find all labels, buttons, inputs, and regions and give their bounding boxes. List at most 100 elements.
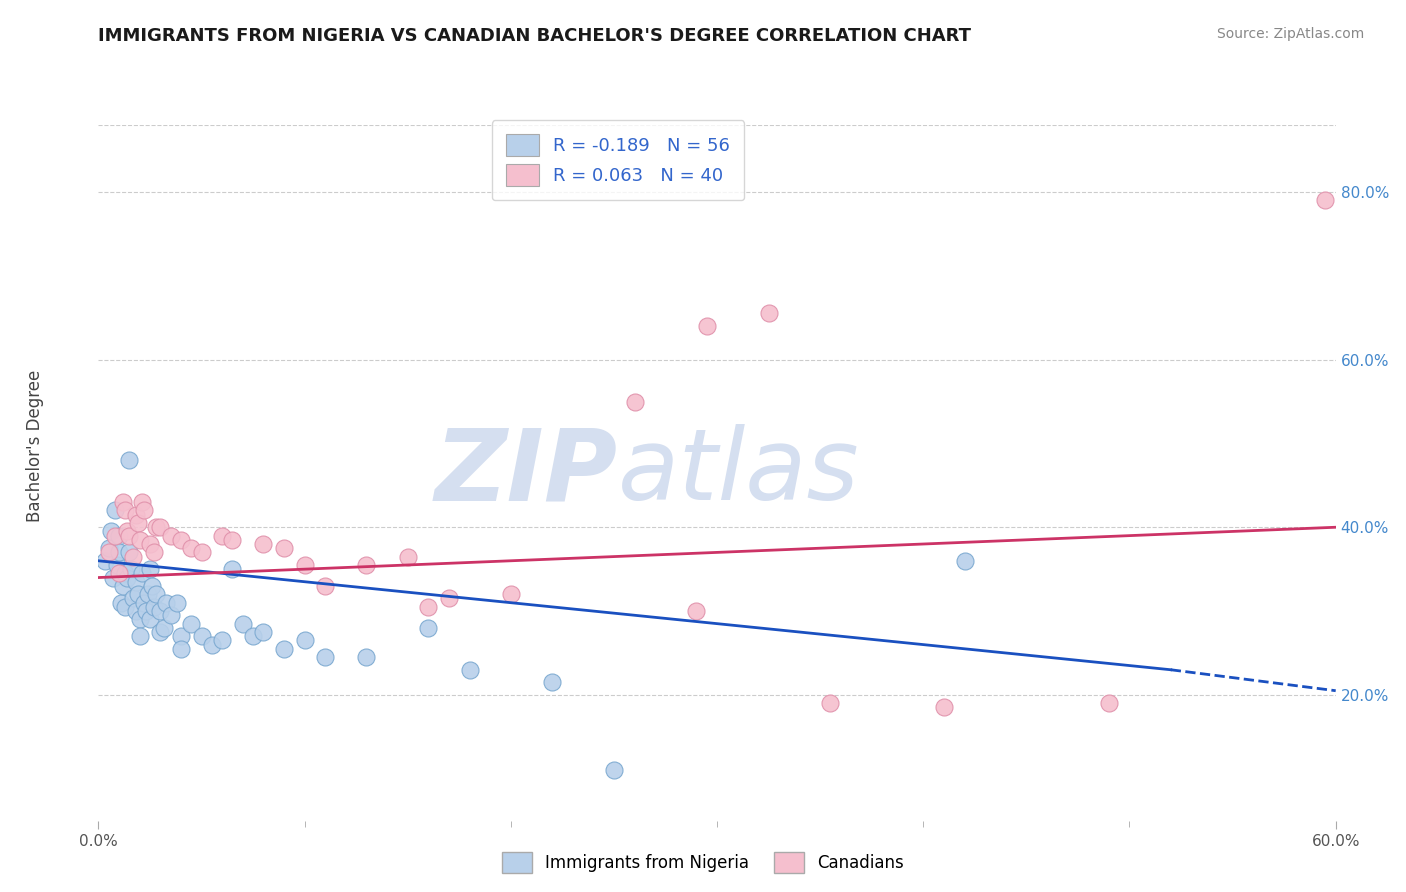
Point xyxy=(131,566,153,581)
Point xyxy=(232,616,254,631)
Point xyxy=(603,764,626,778)
Point xyxy=(124,574,146,589)
Point xyxy=(117,570,139,584)
Point xyxy=(953,554,976,568)
Point xyxy=(458,663,481,677)
Point xyxy=(131,495,153,509)
Point xyxy=(1098,696,1121,710)
Point xyxy=(120,562,142,576)
Point xyxy=(170,533,193,547)
Point xyxy=(97,545,120,559)
Point xyxy=(112,495,135,509)
Point xyxy=(201,638,224,652)
Point xyxy=(118,528,141,542)
Point xyxy=(112,579,135,593)
Point xyxy=(166,596,188,610)
Point xyxy=(135,604,157,618)
Point xyxy=(1315,194,1337,208)
Point xyxy=(118,453,141,467)
Point xyxy=(132,596,155,610)
Point xyxy=(211,528,233,542)
Point xyxy=(190,629,212,643)
Point xyxy=(159,608,181,623)
Point xyxy=(139,537,162,551)
Point xyxy=(221,533,243,547)
Point xyxy=(159,528,181,542)
Point xyxy=(418,599,440,614)
Point xyxy=(273,541,295,556)
Point xyxy=(499,587,522,601)
Point xyxy=(758,306,780,320)
Point xyxy=(100,524,122,539)
Point xyxy=(108,566,131,581)
Point xyxy=(101,570,124,584)
Point xyxy=(124,604,146,618)
Point xyxy=(170,641,193,656)
Point xyxy=(294,558,316,572)
Point xyxy=(122,549,145,564)
Point xyxy=(139,562,162,576)
Text: IMMIGRANTS FROM NIGERIA VS CANADIAN BACHELOR'S DEGREE CORRELATION CHART: IMMIGRANTS FROM NIGERIA VS CANADIAN BACH… xyxy=(98,27,972,45)
Point xyxy=(118,545,141,559)
Point xyxy=(149,520,172,534)
Point xyxy=(242,629,264,643)
Point xyxy=(149,604,172,618)
Point xyxy=(273,641,295,656)
Point xyxy=(122,591,145,606)
Point xyxy=(685,604,707,618)
Point xyxy=(105,558,128,572)
Point xyxy=(211,633,233,648)
Point xyxy=(139,612,162,626)
Point xyxy=(252,625,274,640)
Point xyxy=(696,319,718,334)
Text: atlas: atlas xyxy=(619,425,859,521)
Point xyxy=(932,700,955,714)
Point xyxy=(128,612,150,626)
Point xyxy=(104,503,127,517)
Point xyxy=(170,629,193,643)
Point xyxy=(114,503,136,517)
Point xyxy=(128,533,150,547)
Point xyxy=(136,587,159,601)
Point xyxy=(437,591,460,606)
Point xyxy=(108,545,131,559)
Point xyxy=(252,537,274,551)
Point xyxy=(396,549,419,564)
Point xyxy=(108,528,131,542)
Point xyxy=(114,566,136,581)
Point xyxy=(124,508,146,522)
Point xyxy=(117,524,139,539)
Legend: R = -0.189   N = 56, R = 0.063   N = 40: R = -0.189 N = 56, R = 0.063 N = 40 xyxy=(492,120,744,200)
Point xyxy=(820,696,842,710)
Point xyxy=(221,562,243,576)
Text: Bachelor's Degree: Bachelor's Degree xyxy=(27,370,44,522)
Point xyxy=(356,558,378,572)
Point xyxy=(145,520,167,534)
Point xyxy=(128,629,150,643)
Point xyxy=(541,675,564,690)
Point xyxy=(314,579,336,593)
Point xyxy=(190,545,212,559)
Text: ZIP: ZIP xyxy=(434,425,619,521)
Point xyxy=(180,616,202,631)
Point xyxy=(143,545,166,559)
Point xyxy=(93,554,115,568)
Point xyxy=(356,650,378,665)
Point xyxy=(155,596,177,610)
Point xyxy=(141,579,163,593)
Point xyxy=(149,625,172,640)
Legend: Immigrants from Nigeria, Canadians: Immigrants from Nigeria, Canadians xyxy=(495,846,911,880)
Point xyxy=(180,541,202,556)
Point xyxy=(127,516,149,530)
Point xyxy=(143,599,166,614)
Text: Source: ZipAtlas.com: Source: ZipAtlas.com xyxy=(1216,27,1364,41)
Point xyxy=(97,541,120,556)
Point xyxy=(153,621,176,635)
Point xyxy=(145,587,167,601)
Point xyxy=(132,503,155,517)
Point xyxy=(114,599,136,614)
Point xyxy=(623,394,645,409)
Point xyxy=(294,633,316,648)
Point xyxy=(127,587,149,601)
Point xyxy=(104,528,127,542)
